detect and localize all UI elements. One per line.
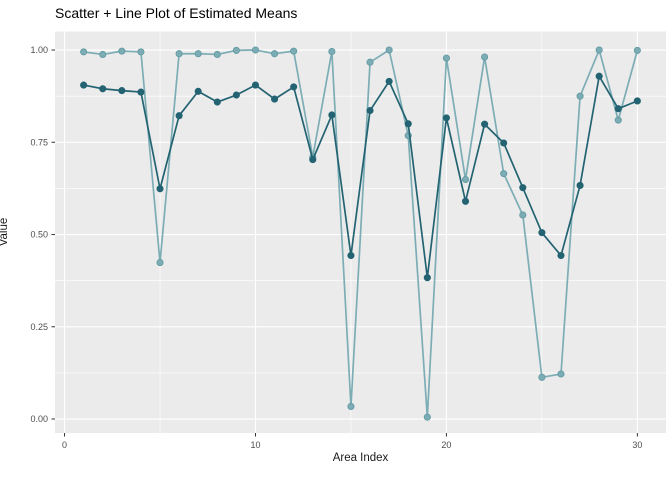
data-point-estimated-means-light-teal-27 <box>576 92 584 100</box>
data-point-estimated-means-light-teal-24 <box>519 211 527 219</box>
x-axis-tick-label: 10 <box>250 440 260 450</box>
data-point-estimated-means-light-teal-15 <box>347 402 355 411</box>
y-axis-tick-label: 0.25 <box>30 322 48 332</box>
series-line-estimated-means-dark-teal <box>82 75 639 279</box>
data-point-estimated-means-dark-teal-12 <box>290 83 298 91</box>
data-point-estimated-means-dark-teal-15 <box>347 252 355 260</box>
data-point-estimated-means-dark-teal-29 <box>614 105 622 113</box>
data-point-estimated-means-dark-teal-20 <box>442 114 450 122</box>
data-point-estimated-means-dark-teal-14 <box>328 111 336 119</box>
data-point-estimated-means-light-teal-14 <box>328 47 336 56</box>
data-point-estimated-means-light-teal-17 <box>385 46 393 54</box>
data-point-estimated-means-dark-teal-26 <box>557 252 565 260</box>
data-point-estimated-means-dark-teal-8 <box>213 98 221 106</box>
data-point-estimated-means-light-teal-30 <box>633 46 641 54</box>
data-point-estimated-means-light-teal-7 <box>194 50 202 58</box>
data-point-estimated-means-light-teal-1 <box>80 48 88 56</box>
data-point-estimated-means-light-teal-4 <box>137 48 145 56</box>
data-point-estimated-means-light-teal-23 <box>500 170 508 178</box>
data-point-estimated-means-dark-teal-30 <box>633 97 641 105</box>
data-point-estimated-means-dark-teal-6 <box>175 112 183 120</box>
data-point-estimated-means-dark-teal-18 <box>404 120 412 128</box>
data-point-estimated-means-dark-teal-16 <box>366 106 374 115</box>
x-axis-tick-label: 20 <box>441 440 451 450</box>
data-point-estimated-means-dark-teal-27 <box>576 181 584 189</box>
data-point-estimated-means-dark-teal-7 <box>194 87 202 95</box>
data-point-estimated-means-dark-teal-19 <box>423 274 431 282</box>
data-point-estimated-means-dark-teal-13 <box>309 156 317 164</box>
data-point-estimated-means-dark-teal-22 <box>481 120 489 128</box>
data-point-estimated-means-light-teal-20 <box>442 54 450 62</box>
data-point-estimated-means-dark-teal-4 <box>137 88 145 96</box>
data-point-estimated-means-dark-teal-2 <box>99 85 107 93</box>
data-point-estimated-means-light-teal-22 <box>481 53 489 61</box>
data-point-estimated-means-light-teal-3 <box>118 47 126 55</box>
data-point-estimated-means-light-teal-5 <box>156 259 164 267</box>
x-axis-tick-label: 30 <box>632 440 642 450</box>
y-axis-tick-label: 0.00 <box>30 414 48 424</box>
data-point-estimated-means-light-teal-19 <box>423 413 431 421</box>
data-point-estimated-means-dark-teal-11 <box>271 95 279 103</box>
data-point-estimated-means-dark-teal-1 <box>80 81 88 89</box>
data-point-estimated-means-light-teal-9 <box>232 46 240 54</box>
data-point-estimated-means-dark-teal-28 <box>595 72 603 80</box>
data-point-estimated-means-dark-teal-9 <box>232 91 240 99</box>
chart-title: Scatter + Line Plot of Estimated Means <box>55 5 298 21</box>
data-point-estimated-means-light-teal-8 <box>213 50 221 59</box>
data-point-estimated-means-light-teal-10 <box>251 46 260 54</box>
data-point-estimated-means-dark-teal-5 <box>156 185 164 193</box>
data-point-estimated-means-dark-teal-10 <box>251 81 260 89</box>
data-point-estimated-means-dark-teal-24 <box>519 184 527 192</box>
data-point-estimated-means-dark-teal-17 <box>385 77 393 85</box>
y-axis-tick-label: 0.75 <box>30 137 48 147</box>
data-point-estimated-means-light-teal-21 <box>461 175 470 184</box>
y-axis-tick-label: 1.00 <box>30 45 48 55</box>
data-point-estimated-means-light-teal-28 <box>595 46 603 54</box>
data-point-estimated-means-light-teal-12 <box>290 47 298 55</box>
x-axis-tick-label: 0 <box>62 440 67 450</box>
data-point-estimated-means-dark-teal-25 <box>538 229 546 237</box>
x-axis-label: Area Index <box>332 452 389 464</box>
data-point-estimated-means-light-teal-25 <box>538 373 546 381</box>
data-point-estimated-means-light-teal-6 <box>175 50 183 58</box>
data-point-estimated-means-light-teal-2 <box>99 50 107 59</box>
data-point-estimated-means-light-teal-16 <box>366 58 374 66</box>
data-point-estimated-means-dark-teal-23 <box>500 139 508 147</box>
y-axis-label: Value <box>0 217 10 247</box>
data-point-estimated-means-dark-teal-21 <box>461 197 470 205</box>
y-axis-tick-label: 0.50 <box>30 230 48 240</box>
data-point-estimated-means-light-teal-29 <box>614 116 622 124</box>
data-point-estimated-means-dark-teal-3 <box>118 87 126 95</box>
data-point-estimated-means-light-teal-11 <box>271 50 279 58</box>
data-point-estimated-means-light-teal-26 <box>557 370 565 378</box>
